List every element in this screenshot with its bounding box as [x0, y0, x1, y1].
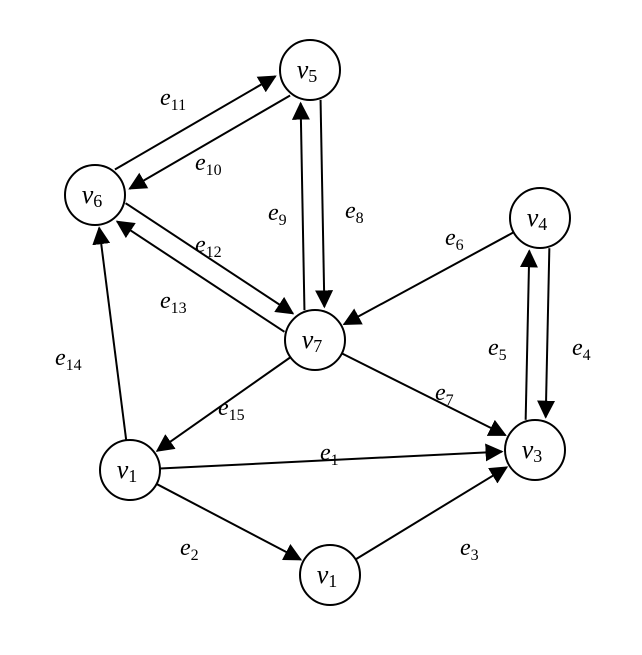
node-v4: v4 — [510, 188, 570, 248]
edge-label-e1: e1 — [320, 440, 339, 469]
edge-label-e9: e9 — [268, 200, 287, 229]
node-v5: v5 — [280, 40, 340, 100]
edge-label-e11: e11 — [160, 85, 186, 114]
edge-e6 — [344, 232, 514, 324]
edge-label-e5: e5 — [488, 335, 507, 364]
node-v1: v1 — [100, 440, 160, 500]
edge-e4 — [546, 248, 550, 417]
node-v6: v6 — [65, 165, 125, 225]
edge-label-e2: e2 — [180, 535, 199, 564]
edge-label-e4: e4 — [572, 335, 591, 364]
node-v7: v7 — [285, 310, 345, 370]
edge-e2 — [157, 484, 301, 560]
node-v3: v3 — [505, 420, 565, 480]
edge-label-e8: e8 — [345, 198, 364, 227]
edge-e3 — [356, 467, 507, 559]
directed-graph: e11e10e9e8e6e12e13e5e4e14e15e7e1e2e3 v5v… — [0, 0, 642, 655]
edge-label-e7: e7 — [435, 380, 454, 409]
edge-e9 — [301, 103, 305, 310]
edge-e5 — [526, 251, 530, 420]
edge-label-e10: e10 — [195, 150, 222, 179]
edge-label-e3: e3 — [460, 535, 479, 564]
edge-label-e13: e13 — [160, 288, 187, 317]
nodes-group: v5 v6 v4 v7 v1 v3 v1 — [65, 40, 570, 605]
edge-e14 — [99, 228, 126, 441]
edge-e7 — [342, 353, 506, 435]
edge-label-e6: e6 — [445, 225, 464, 254]
edge-e8 — [321, 100, 325, 307]
edge-label-e14: e14 — [55, 345, 82, 374]
node-v2: v1 — [300, 545, 360, 605]
edge-label-e12: e12 — [195, 232, 222, 261]
